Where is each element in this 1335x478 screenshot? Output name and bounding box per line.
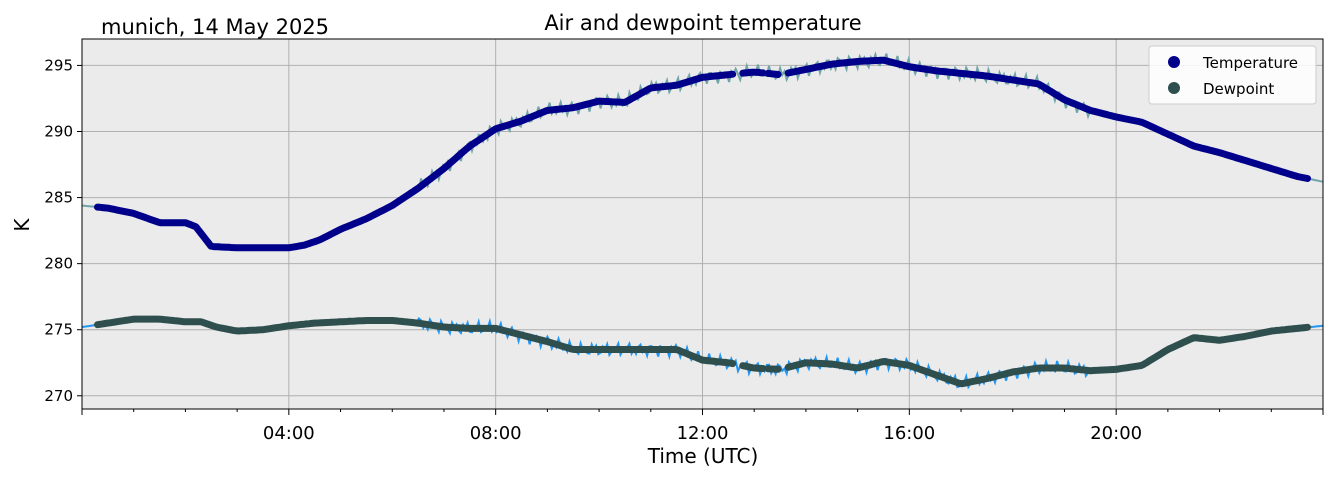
x-tick-label: 08:00 [470, 423, 522, 444]
legend-temperature-marker [1168, 56, 1180, 68]
series-layer [81, 51, 1324, 390]
y-tick-label: 285 [44, 189, 73, 207]
x-tick-label: 04:00 [263, 423, 315, 444]
y-tick-label: 290 [44, 123, 73, 141]
x-tick-label: 20:00 [1090, 423, 1142, 444]
y-tick-label: 295 [44, 56, 73, 74]
x-tick-label: 12:00 [677, 423, 729, 444]
chart-title: Air and dewpoint temperature [544, 11, 861, 35]
grid-lines [82, 39, 1323, 409]
legend-dewpoint-label: Dewpoint [1203, 80, 1274, 98]
axes-ticks: 04:00 08:00 12:00 16:00 20:00 270 275 280 285 290… [44, 56, 1324, 444]
temperature-series-line [94, 56, 1311, 252]
legend-dewpoint-marker [1168, 82, 1180, 94]
x-axis-label: Time (UTC) [647, 444, 759, 468]
x-tick-label: 16:00 [883, 423, 935, 444]
dewpoint-series-line [94, 315, 1311, 388]
legend-temperature-label: Temperature [1202, 54, 1298, 72]
y-axis-label: K [10, 218, 34, 232]
legend-box [1148, 45, 1317, 105]
location-date-label: munich, 14 May 2025 [101, 15, 329, 39]
legend: Temperature Dewpoint [1148, 45, 1317, 105]
y-tick-label: 275 [44, 321, 73, 339]
y-tick-label: 270 [44, 387, 73, 405]
y-tick-label: 280 [44, 255, 73, 273]
